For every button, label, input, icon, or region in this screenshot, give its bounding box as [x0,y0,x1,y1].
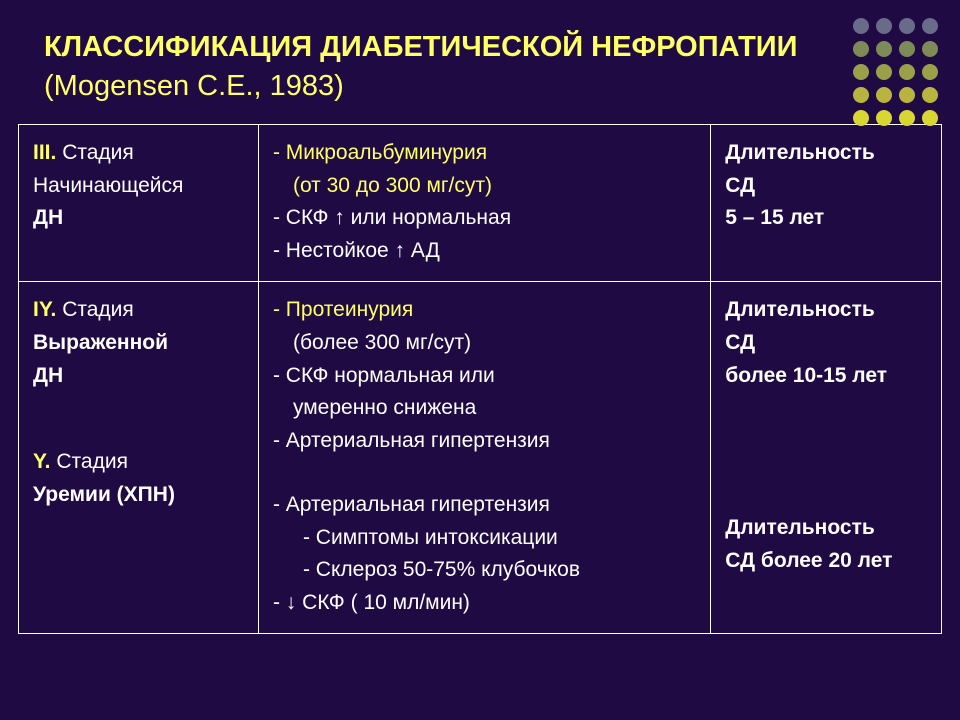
stage-text: Стадия [62,141,134,164]
dot [899,18,915,34]
slide-title: КЛАССИФИКАЦИЯ ДИАБЕТИЧЕСКОЙ НЕФРОПАТИИ (… [18,20,942,124]
decorative-dot-grid [853,18,938,126]
stage-bold: Уремии (ХПН) [33,483,175,506]
stage-bold: Выраженной [33,331,168,354]
duration-cell: Длительность СД 5 – 15 лет [711,125,942,282]
char-item: - Артериальная гипертензия [273,493,550,516]
characteristics-cell: - Протеинурия (более 300 мг/сут) - СКФ н… [258,282,710,634]
dot [853,64,869,80]
dot [922,87,938,103]
stage-bold: ДН [33,364,63,387]
stage-text: Стадия [56,450,128,473]
title-sub: (Mogensen C.E., 1983) [44,70,344,102]
dot [876,110,892,126]
dur-line: СД более 20 лет [725,549,892,572]
dot [922,41,938,57]
stage-text: Начинающейся [33,174,183,197]
dot [876,87,892,103]
dot [876,64,892,80]
char-lead: - Протеинурия [273,298,413,321]
title-main: КЛАССИФИКАЦИЯ ДИАБЕТИЧЕСКОЙ НЕФРОПАТИИ [44,31,797,63]
dot [922,110,938,126]
char-lead-sub: (более 300 мг/сут) [273,331,471,354]
dot [853,110,869,126]
stage-roman: Y. [33,450,51,473]
dur-line: 5 – 15 лет [725,206,824,229]
char-item: - Симптомы интоксикации [273,526,558,549]
slide: КЛАССИФИКАЦИЯ ДИАБЕТИЧЕСКОЙ НЕФРОПАТИИ (… [0,0,960,720]
dot [922,64,938,80]
dot [899,110,915,126]
dur-line: Длительность [725,141,875,164]
stage-text: Стадия [62,298,134,321]
dur-line: СД [725,331,755,354]
dot [876,18,892,34]
dur-line: более 10-15 лет [725,364,887,387]
dot [922,18,938,34]
dot [853,18,869,34]
dot [853,41,869,57]
dot [899,41,915,57]
classification-table: III. Стадия Начинающейся ДН - Микроальбу… [18,124,942,634]
dot [899,64,915,80]
characteristics-cell: - Микроальбуминурия (от 30 до 300 мг/сут… [258,125,710,282]
stage-cell: III. Стадия Начинающейся ДН [19,125,259,282]
char-item: - Склероз 50-75% клубочков [273,558,580,581]
char-lead-sub: (от 30 до 300 мг/сут) [273,174,492,197]
dot [899,87,915,103]
stage-cell: IY. Стадия Выраженной ДН Y. Стадия Уреми… [19,282,259,634]
stage-roman: III. [33,141,56,164]
table-row: IY. Стадия Выраженной ДН Y. Стадия Уреми… [19,282,942,634]
dot [853,87,869,103]
dur-line: Длительность [725,516,875,539]
char-item: - Артериальная гипертензия [273,429,550,452]
dur-line: Длительность [725,298,875,321]
char-item: - СКФ нормальная или [273,364,495,387]
char-item: умеренно снижена [273,396,476,419]
char-lead: - Микроальбуминурия [273,141,487,164]
char-item: - СКФ ↑ или нормальная [273,206,511,229]
dur-line: СД [725,174,755,197]
dot [876,41,892,57]
stage-bold: ДН [33,206,63,229]
table-row: III. Стадия Начинающейся ДН - Микроальбу… [19,125,942,282]
duration-cell: Длительность СД более 10-15 лет Длительн… [711,282,942,634]
stage-roman: IY. [33,298,56,321]
char-item: - Нестойкое ↑ АД [273,239,440,262]
char-item: - ↓ СКФ ( 10 мл/мин) [273,591,470,614]
